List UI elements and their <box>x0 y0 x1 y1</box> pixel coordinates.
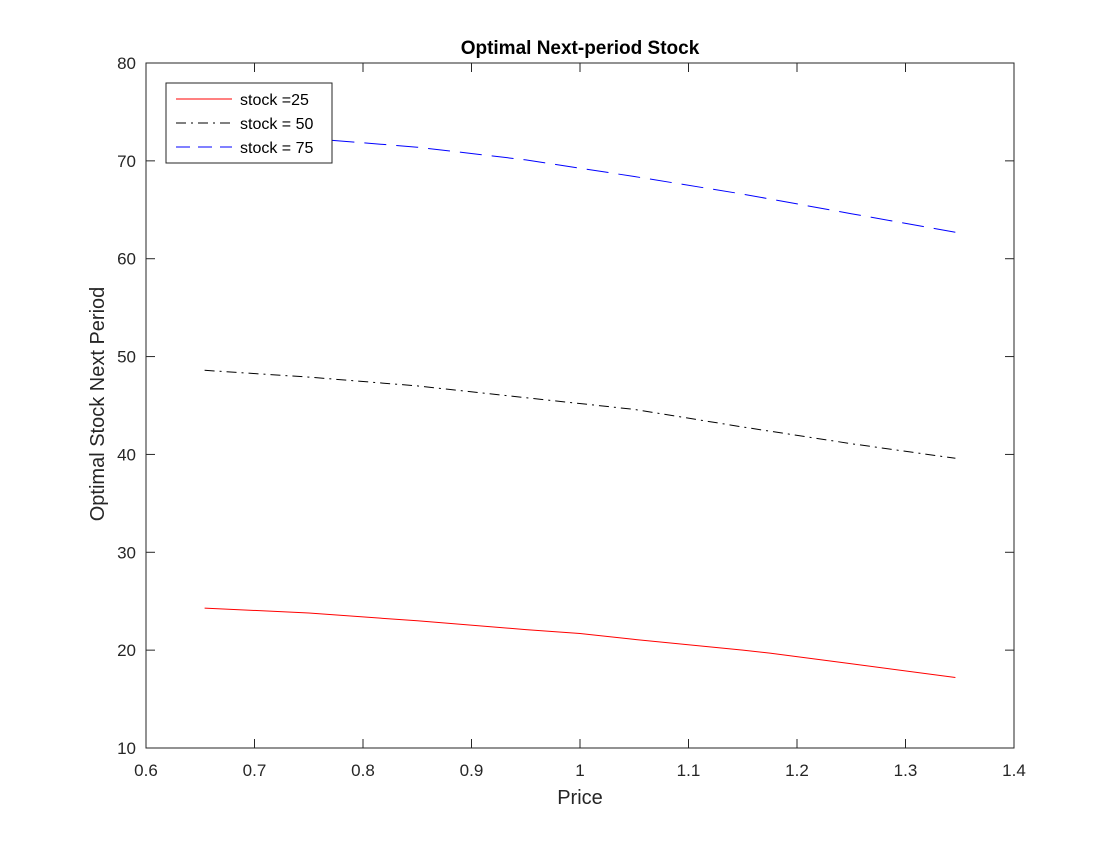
legend-label-3: stock = 75 <box>240 140 313 157</box>
legend-label-2: stock = 50 <box>240 116 313 133</box>
y-tick-label: 30 <box>117 543 136 562</box>
x-tick-label: 0.9 <box>460 761 484 780</box>
chart-title: Optimal Next-period Stock <box>461 38 700 59</box>
x-tick-label: 1.4 <box>1002 761 1026 780</box>
x-tick-label: 0.7 <box>243 761 267 780</box>
series-line-2 <box>204 369 956 459</box>
axes-box <box>145 62 1015 749</box>
x-tick-label: 1 <box>575 761 584 780</box>
y-tick-label: 70 <box>117 152 136 171</box>
x-tick-label: 1.3 <box>894 761 918 780</box>
y-axis-label: Optimal Stock Next Period <box>87 287 109 522</box>
legend-label-1: stock =25 <box>240 92 309 109</box>
x-tick-label: 1.1 <box>677 761 701 780</box>
legend-box <box>165 82 333 164</box>
x-tick-label: 0.8 <box>351 761 375 780</box>
x-tick-label: 1.2 <box>785 761 809 780</box>
y-tick-label: 50 <box>117 348 136 367</box>
y-tick-label: 40 <box>117 445 136 464</box>
y-tick-label: 80 <box>117 54 136 73</box>
y-tick-label: 20 <box>117 641 136 660</box>
x-tick-label: 0.6 <box>134 761 158 780</box>
x-axis-label: Price <box>557 787 603 809</box>
y-tick-label: 60 <box>117 250 136 269</box>
series-line-1 <box>204 607 956 678</box>
legend: stock =25 stock = 50 stock = 75 <box>165 82 333 164</box>
y-tick-label: 10 <box>117 739 136 758</box>
